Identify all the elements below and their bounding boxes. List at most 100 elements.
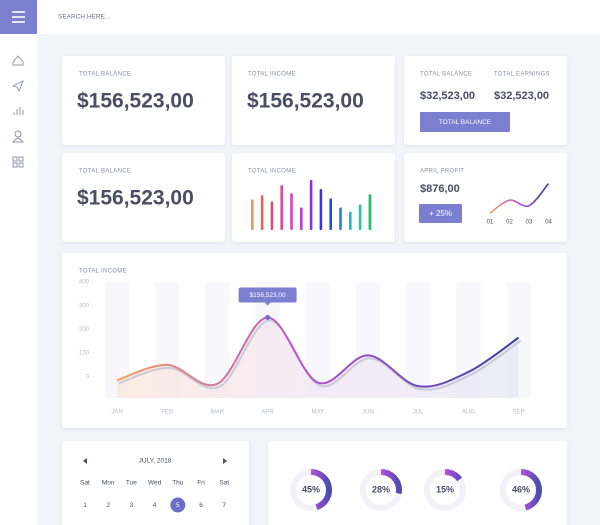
bar <box>270 201 274 230</box>
day[interactable]: 2 <box>106 502 110 509</box>
button[interactable] <box>420 112 510 132</box>
day[interactable]: 4 <box>153 502 157 509</box>
donut-arc <box>500 469 542 511</box>
card <box>62 56 225 145</box>
donut-label: 28% <box>372 484 390 494</box>
button-label[interactable]: TOTAL BALANCE <box>439 119 492 126</box>
bar <box>309 180 313 230</box>
profit-line <box>489 183 550 214</box>
card-value: $876,00 <box>420 183 460 195</box>
x-tick-label: JUL <box>413 410 424 416</box>
x-tick-label: FEB <box>161 410 173 416</box>
calendar-month: JULY, 2018 <box>139 458 172 465</box>
x-tick-label: MAY <box>312 410 325 416</box>
sidebar <box>0 34 37 525</box>
bar <box>260 195 264 230</box>
card <box>62 441 249 525</box>
card-value: $156,523,00 <box>77 90 194 113</box>
weekday: Thu <box>172 480 184 487</box>
bar <box>339 207 342 230</box>
x-tick-label: 04 <box>545 220 552 226</box>
stats-icon[interactable] <box>13 107 24 115</box>
card-label: TOTAL INCOME <box>248 169 296 175</box>
card-label: TOTAL INCOME <box>248 72 296 78</box>
day[interactable]: 6 <box>199 502 203 509</box>
shadow-line <box>118 319 522 391</box>
send-icon[interactable] <box>11 80 24 93</box>
weekday: Fri <box>197 480 205 487</box>
card-label: TOTAL BALANCE <box>79 72 131 78</box>
button[interactable] <box>419 204 462 223</box>
bar <box>251 199 254 230</box>
day[interactable]: 5 <box>176 502 180 509</box>
donut-label: 45% <box>302 484 320 494</box>
grid-icon[interactable] <box>12 156 24 168</box>
income-line <box>116 316 520 388</box>
weekday: Sat <box>219 480 229 487</box>
card-value: $32,523,00 <box>420 90 475 102</box>
tooltip-arrow <box>264 302 271 306</box>
search-input[interactable]: SEARCH HERE... <box>58 14 111 21</box>
card-label: TOTAL EARNINGS <box>494 72 550 78</box>
next-month[interactable] <box>223 458 227 464</box>
y-tick-label: 0 <box>86 374 90 380</box>
user-icon[interactable] <box>14 130 22 138</box>
x-tick-label: 02 <box>506 220 513 226</box>
bar <box>349 211 352 230</box>
home-icon[interactable] <box>12 55 24 66</box>
top-bar <box>0 0 600 34</box>
x-tick-label: AUG <box>462 410 475 416</box>
day[interactable]: 7 <box>222 502 226 509</box>
area <box>117 317 519 398</box>
x-tick-label: APR <box>261 410 274 416</box>
y-tick-label: 300 <box>79 303 90 309</box>
weekday: Wed <box>148 480 162 487</box>
tooltip <box>238 287 297 303</box>
card <box>404 153 567 242</box>
bar <box>329 198 332 230</box>
weekday: Tue <box>126 480 137 487</box>
card <box>62 153 225 242</box>
weekday: Sat <box>80 480 90 487</box>
x-tick-label: JUN <box>362 410 374 416</box>
day[interactable]: 1 <box>83 502 87 509</box>
bar <box>280 185 283 230</box>
bar <box>300 207 303 230</box>
card-label: TOTAL BALANCE <box>420 72 472 78</box>
menu-icon <box>12 11 25 23</box>
card-value: $32,523,00 <box>494 90 549 102</box>
x-tick-label: JAN <box>111 410 122 416</box>
donut-label: 15% <box>436 484 454 494</box>
y-tick-label: 200 <box>79 327 90 333</box>
tooltip-label: $156,523,00 <box>250 292 287 299</box>
chart-title: TOTAL INCOME <box>79 269 127 275</box>
donut-label: 46% <box>512 484 530 494</box>
bar <box>319 189 323 230</box>
x-tick-label: SEP <box>513 410 525 416</box>
column-band <box>406 282 431 398</box>
card-label: APRIL PROFIT <box>420 169 464 175</box>
card-label: TOTAL BALANCE <box>79 169 131 175</box>
donut-arc <box>424 469 466 511</box>
card <box>268 441 567 525</box>
y-tick-label: 400 <box>79 280 90 286</box>
sidebar-icons <box>11 55 24 168</box>
card-value: $156,523,00 <box>77 187 194 210</box>
prev-month[interactable] <box>83 458 87 464</box>
card <box>232 56 395 145</box>
x-tick-label: MAR <box>211 410 225 416</box>
day[interactable]: 3 <box>130 502 134 509</box>
card-value: $156,523,00 <box>247 90 364 113</box>
button-label[interactable]: + 25% <box>429 209 452 218</box>
y-tick-label: 100 <box>79 351 90 357</box>
bar <box>358 204 362 230</box>
bar <box>368 194 372 230</box>
x-tick-label: 03 <box>526 220 533 226</box>
tooltip-point <box>265 315 271 321</box>
x-tick-label: 01 <box>487 220 494 226</box>
donut-arc <box>290 469 332 511</box>
weekday: Mon <box>102 480 115 487</box>
donut-arc <box>360 469 402 511</box>
bar <box>290 193 293 230</box>
